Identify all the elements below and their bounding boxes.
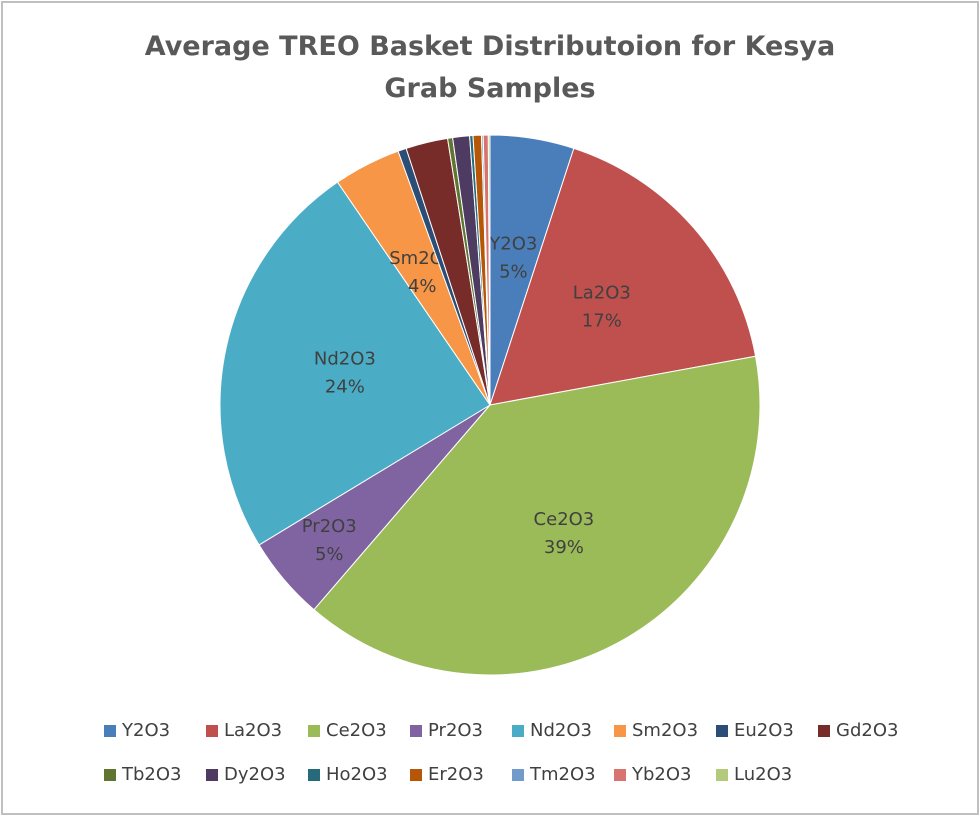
legend-swatch <box>512 769 524 781</box>
slice-value-label: 24% <box>325 377 365 398</box>
legend-label: Dy2O3 <box>224 764 286 785</box>
legend-swatch <box>308 769 320 781</box>
slice-value-label: 39% <box>544 537 584 558</box>
legend-swatch <box>614 769 626 781</box>
slice-value-label: 4% <box>408 276 437 297</box>
legend-label: Y2O3 <box>121 720 170 741</box>
pie-slice <box>313 355 761 676</box>
legend-swatch <box>716 725 728 737</box>
legend-label: La2O3 <box>224 720 282 741</box>
legend-swatch <box>308 725 320 737</box>
legend-label: Nd2O3 <box>530 720 592 741</box>
legend-swatch <box>410 725 422 737</box>
legend-label: Pr2O3 <box>428 720 483 741</box>
legend-label: Gd2O3 <box>836 720 898 741</box>
legend-label: Tb2O3 <box>121 764 182 785</box>
legend-label: Yb2O3 <box>631 764 692 785</box>
slice-label: Pr2O3 <box>302 516 357 537</box>
pie-slice <box>219 181 491 546</box>
pie-slice <box>487 134 491 406</box>
chart-title: Average TREO Basket Distributoion for Ke… <box>144 31 836 104</box>
legend-label: Sm2O3 <box>632 720 698 741</box>
slice-label: Ce2O3 <box>534 509 595 530</box>
slice-value-label: 5% <box>315 544 344 565</box>
slice-label: Nd2O3 <box>314 349 376 370</box>
legend-label: Ce2O3 <box>326 720 387 741</box>
legend-swatch <box>512 725 524 737</box>
slice-label: La2O3 <box>573 282 631 303</box>
legend-swatch <box>104 725 116 737</box>
legend-swatch <box>206 769 218 781</box>
slice-value-label: 5% <box>499 261 528 282</box>
legend-label: Tm2O3 <box>529 764 596 785</box>
slice-label: Y2O3 <box>488 233 537 254</box>
legend-swatch <box>716 769 728 781</box>
legend-swatch <box>410 769 422 781</box>
pie-slice <box>489 147 757 406</box>
slice-value-label: 17% <box>582 310 622 331</box>
legend-label: Lu2O3 <box>734 764 792 785</box>
legend-swatch <box>104 769 116 781</box>
legend-swatch <box>614 725 626 737</box>
legend-label: Ho2O3 <box>326 764 388 785</box>
legend-label: Eu2O3 <box>734 720 794 741</box>
legend-label: Er2O3 <box>428 764 484 785</box>
legend-swatch <box>206 725 218 737</box>
legend-swatch <box>818 725 830 737</box>
